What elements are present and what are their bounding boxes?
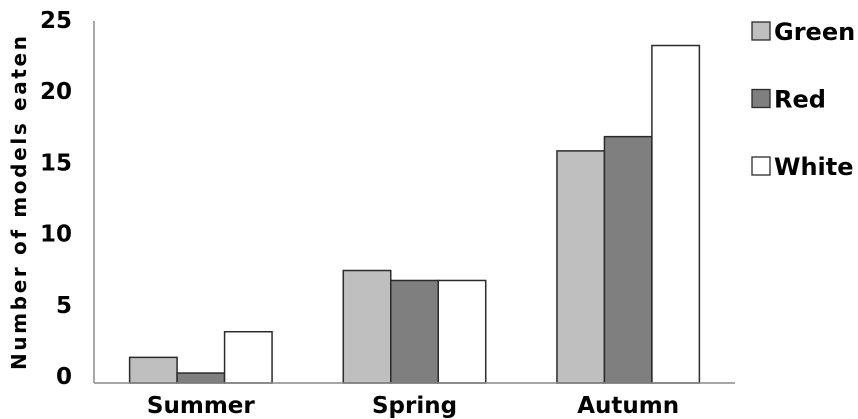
bar-groups [128, 44, 701, 384]
x-tick-label-autumn: Autumn [577, 393, 679, 419]
legend-item-green: Green [751, 18, 855, 46]
legend-item-white: White [751, 153, 854, 181]
y-tick-label-25: 25 [40, 8, 72, 34]
legend-swatch-green [751, 21, 771, 41]
bar-summer-red [176, 372, 226, 384]
bar-group-spring [342, 269, 487, 384]
x-tick-labels: Summer Spring Autumn [147, 393, 679, 419]
bar-group-summer [128, 330, 273, 384]
legend-label-green: Green [774, 18, 855, 46]
y-tick-label-20: 20 [40, 79, 72, 105]
y-tick-label-5: 5 [56, 293, 72, 319]
y-tick-label-10: 10 [40, 222, 72, 248]
legend-label-white: White [774, 153, 854, 181]
legend-label-red: Red [774, 86, 826, 114]
bar-spring-white [437, 279, 487, 384]
bar-summer-green [128, 356, 178, 384]
bar-summer-white [223, 330, 273, 384]
bar-group-autumn [556, 44, 701, 384]
legend-swatch-red [751, 88, 771, 109]
legend-item-red: Red [751, 86, 826, 114]
bar-autumn-green [556, 150, 606, 384]
y-tick-label-15: 15 [40, 150, 72, 176]
bar-autumn-white [651, 44, 701, 384]
y-tick-label-0: 0 [56, 364, 72, 390]
x-tick-label-spring: Spring [372, 393, 457, 419]
bar-spring-green [342, 269, 392, 384]
y-tick-labels: 0 5 10 15 20 25 [40, 8, 72, 390]
legend-swatch-white [751, 156, 771, 176]
legend: Green Red White [751, 18, 855, 181]
x-tick-label-summer: Summer [147, 393, 255, 419]
y-axis-title: Number of models eaten [7, 36, 31, 370]
bar-autumn-red [603, 135, 653, 384]
bar-spring-red [390, 279, 439, 384]
